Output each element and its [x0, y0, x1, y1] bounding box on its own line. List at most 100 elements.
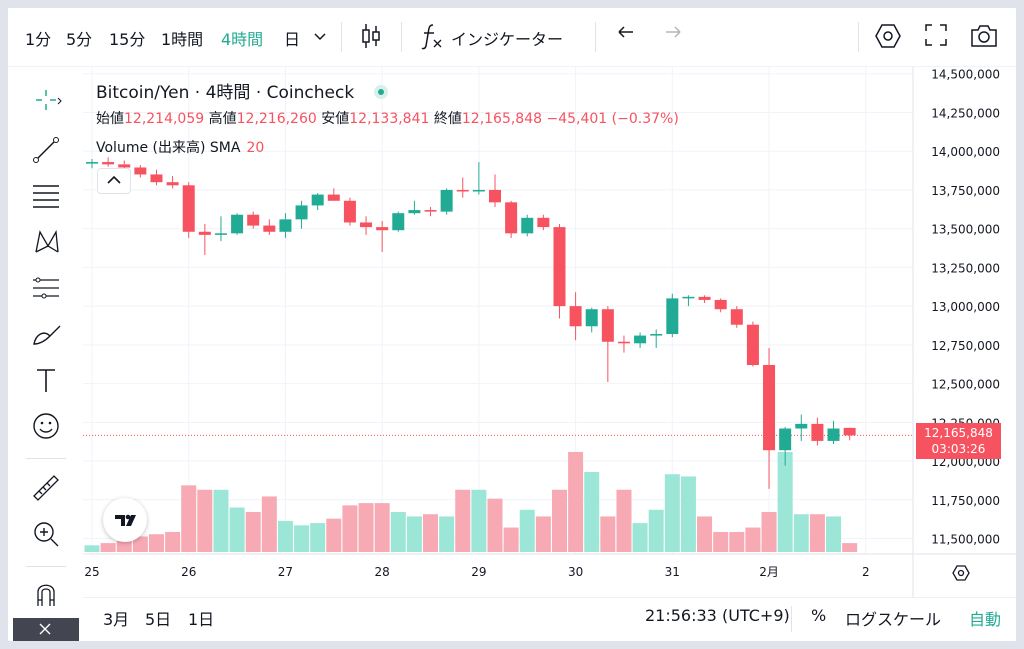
price-tick-label: 13,500,000: [931, 223, 1000, 237]
remove-drawings-button[interactable]: [13, 618, 79, 641]
volume-bar: [374, 503, 390, 552]
volume-bar: [761, 512, 777, 552]
price-chart[interactable]: 14,500,000 14,250,000 14,000,000 13,750,000…: [8, 8, 1016, 598]
candle-body: [714, 299, 727, 310]
volume-bar: [632, 523, 648, 552]
collapse-legend-button[interactable]: [97, 168, 131, 194]
log-scale-toggle[interactable]: ログスケール: [845, 610, 942, 629]
time-tick-label: 25: [84, 565, 99, 579]
price-tick-label: 14,000,000: [931, 145, 1000, 159]
interval-1h[interactable]: 1時間: [161, 30, 204, 49]
volume-label[interactable]: Volume (出来高): [96, 140, 206, 156]
candle-body: [811, 423, 824, 441]
forecast-icon[interactable]: [30, 272, 62, 304]
emoji-icon[interactable]: [30, 410, 62, 442]
range-3m[interactable]: 3月: [103, 610, 130, 629]
time-tick-label: 31: [665, 565, 680, 579]
candle-body: [440, 189, 453, 212]
toolbar-divider: [858, 22, 859, 52]
candle-body: [698, 296, 711, 300]
volume-bar: [793, 514, 809, 552]
volume-bar: [294, 525, 310, 552]
candle-body: [521, 217, 534, 234]
interval-15m[interactable]: 15分: [109, 30, 146, 49]
price-tick-label: 14,500,000: [931, 68, 1000, 82]
interval-5m[interactable]: 5分: [66, 30, 93, 49]
crosshair-icon[interactable]: [30, 84, 62, 116]
candle-body: [650, 334, 663, 336]
candle-body: [311, 194, 324, 206]
volume-bar: [181, 485, 197, 552]
volume-bar: [584, 472, 600, 552]
indicators-button[interactable]: インジケーター: [451, 30, 564, 49]
close-value: 12,165,848: [461, 111, 543, 127]
fullscreen-icon[interactable]: [923, 22, 949, 50]
volume-bar: [132, 536, 148, 552]
auto-scale-toggle[interactable]: 自動: [969, 610, 1002, 629]
candle-body: [779, 428, 792, 451]
chevron-down-icon[interactable]: [314, 32, 326, 42]
horizontal-lines-icon[interactable]: [30, 180, 62, 212]
time-axis-settings-icon: [952, 565, 970, 581]
camera-icon[interactable]: [969, 22, 999, 50]
settings-icon[interactable]: [874, 22, 902, 50]
symbol-title[interactable]: Bitcoin/Yen · 4時間 · Coincheck: [96, 83, 355, 103]
candles-icon[interactable]: [360, 22, 382, 50]
volume-bar: [713, 532, 729, 552]
candle-body: [682, 296, 695, 299]
candle-body: [408, 210, 421, 214]
bar-countdown: 03:03:26: [931, 442, 986, 456]
candle-body: [489, 189, 501, 203]
interval-4h[interactable]: 4時間: [221, 30, 264, 49]
ohlc-legend: 始値12,214,059 高値12,216,260 安値12,133,841 終…: [96, 108, 679, 128]
range-5d[interactable]: 5日: [145, 610, 172, 629]
percent-toggle[interactable]: %: [811, 606, 827, 625]
candle-body: [102, 162, 115, 165]
volume-bar: [519, 509, 535, 552]
magnet-icon[interactable]: [30, 578, 62, 610]
high-label: 高値: [208, 111, 237, 127]
time-tick-label: 2: [862, 565, 870, 579]
time-tick-label: 28: [375, 565, 390, 579]
candle-body: [505, 202, 518, 234]
sma-label: SMA: [209, 140, 241, 156]
volume-bar: [245, 512, 261, 552]
brush-icon[interactable]: [30, 318, 62, 350]
interval-1d[interactable]: 日: [284, 30, 301, 49]
clock-timezone[interactable]: 21:56:33 (UTC+9): [645, 606, 790, 625]
trend-line-icon[interactable]: [30, 134, 62, 166]
function-icon[interactable]: [420, 22, 444, 50]
ruler-icon[interactable]: [30, 472, 62, 504]
interval-1m[interactable]: 1分: [25, 30, 52, 49]
redo-icon[interactable]: [662, 22, 686, 50]
candle-body: [553, 227, 566, 307]
volume-bar: [729, 532, 745, 552]
volume-bar: [213, 489, 229, 552]
candle-body: [730, 309, 743, 325]
pattern-icon[interactable]: [30, 226, 62, 258]
volume-bar: [358, 503, 374, 552]
candle-body: [118, 164, 131, 168]
symbol-legend: Bitcoin/Yen · 4時間 · Coincheck: [96, 78, 388, 103]
time-tick-label: 29: [471, 565, 486, 579]
candle-body: [376, 227, 389, 231]
candle-body: [214, 233, 227, 235]
volume-bar: [826, 516, 842, 552]
volume-bar: [277, 520, 293, 552]
open-label: 始値: [96, 111, 124, 127]
text-icon[interactable]: [30, 364, 62, 396]
volume-bar: [116, 540, 132, 552]
undo-icon[interactable]: [613, 22, 637, 50]
volume-bar: [471, 489, 487, 552]
volume-bar: [535, 516, 551, 552]
zoom-in-icon[interactable]: [30, 518, 62, 550]
tradingview-logo[interactable]: [103, 498, 147, 542]
volume-bar: [697, 516, 713, 552]
price-tick-label: 13,000,000: [931, 300, 1000, 314]
range-1d[interactable]: 1日: [188, 610, 215, 629]
candle-body: [166, 182, 179, 186]
candle-body: [198, 231, 211, 235]
price-tick-label: 11,750,000: [931, 494, 1000, 508]
candle-body: [585, 309, 598, 327]
candle-body: [134, 167, 147, 175]
